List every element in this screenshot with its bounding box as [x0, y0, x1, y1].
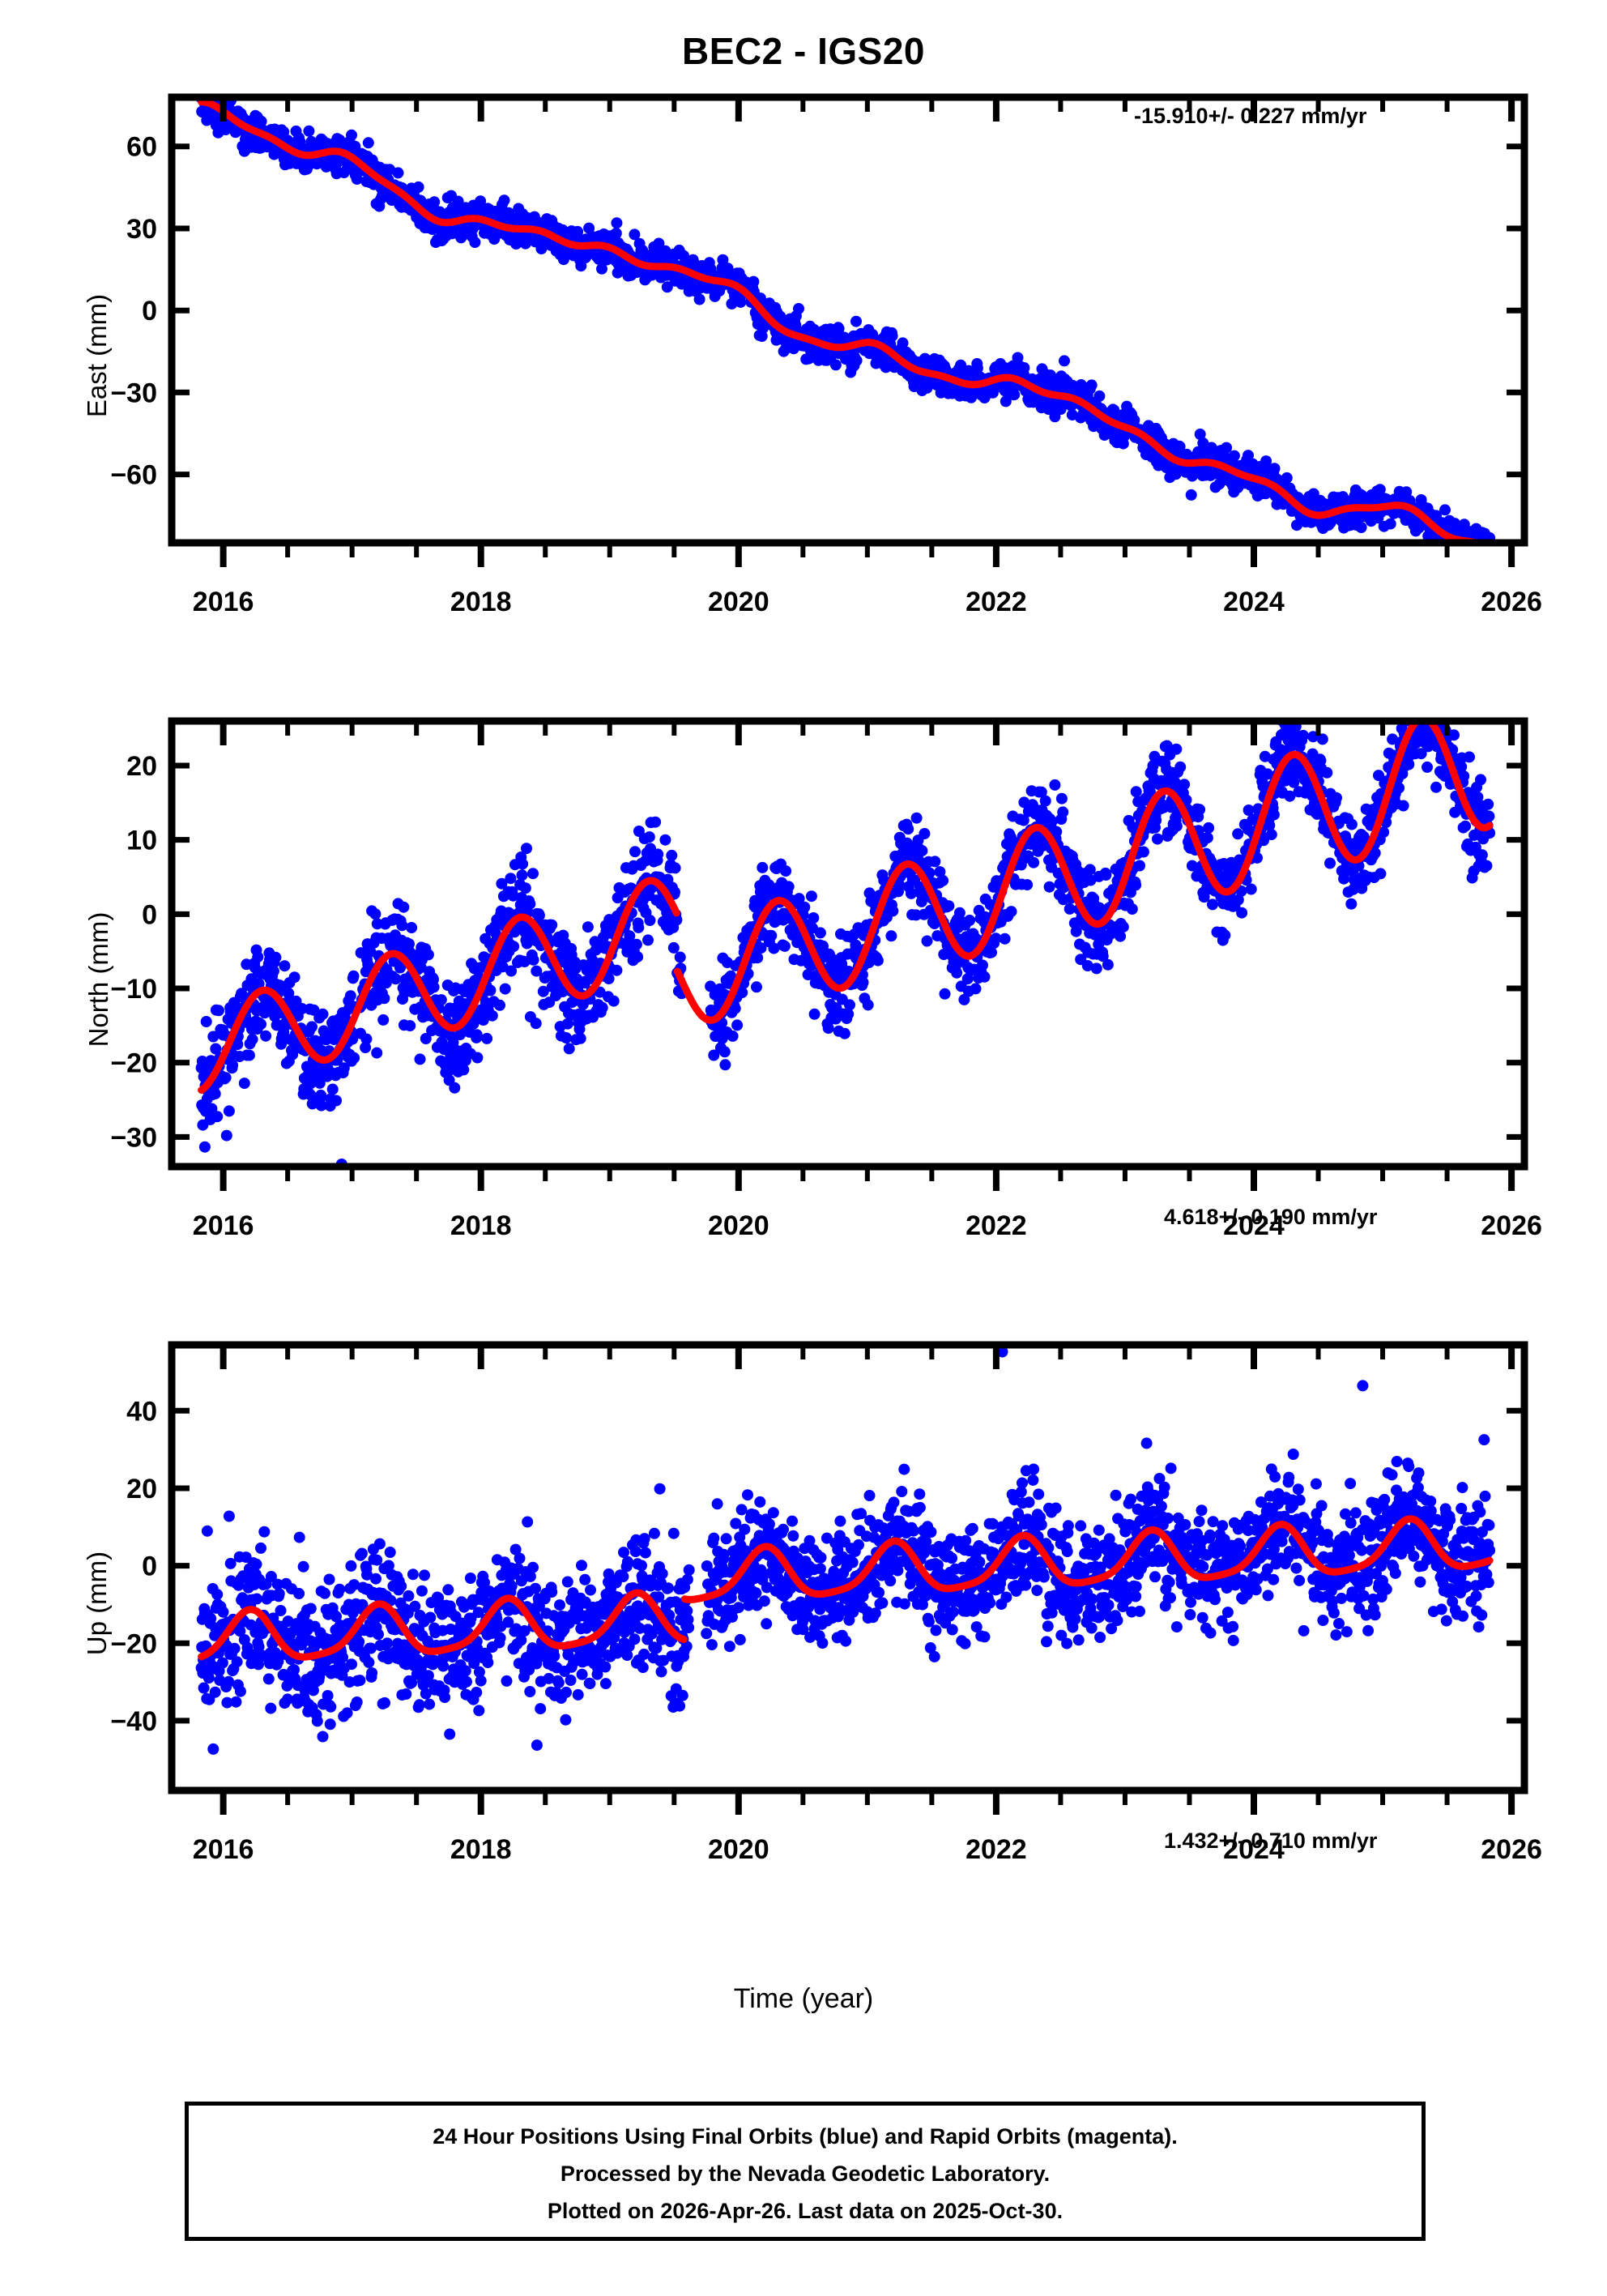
up-x-tick-label: 2024: [1223, 1834, 1285, 1865]
up-y-tick-label: −20: [110, 1628, 157, 1659]
x-axis-label: Time (year): [733, 1983, 874, 2014]
panel-east: 60 30 0 −30 −60 2016 2018 2020 2022 2024 2026: [110, 93, 1542, 617]
east-plot-svg: 60 30 0 −30 −60 2016 2018 2020 2022 2024 2026: [110, 93, 1542, 617]
north-y-tick-label: 20: [126, 751, 157, 782]
up-rate-label: 1.432+/- 0.710 mm/yr: [1164, 1829, 1378, 1853]
east-plot-frame: [168, 93, 1528, 547]
east-y-tick-label: 60: [126, 132, 157, 163]
north-plot-svg: 20 10 0 −10 −20 −30 2016 2018 2020 2022 2024 2026: [110, 717, 1542, 1241]
east-x-axis: 2016 2018 2020 2022 2024 2026: [193, 97, 1542, 617]
north-plot-frame: [168, 717, 1528, 1171]
up-data-layer: [195, 1346, 1496, 1755]
north-data-points: [195, 721, 1496, 1167]
north-x-axis: 2016 2018 2020 2022 2024 2026: [193, 721, 1542, 1241]
east-data-layer: [195, 97, 1496, 543]
up-x-tick-label: 2022: [965, 1834, 1027, 1865]
up-y-tick-label: 0: [142, 1551, 157, 1582]
north-y-axis: 20 10 0 −10 −20 −30: [110, 751, 1524, 1153]
up-x-tick-label: 2020: [708, 1834, 769, 1865]
east-x-tick-label: 2018: [450, 587, 512, 617]
up-x-tick-label: 2026: [1481, 1834, 1542, 1865]
up-model-curve: [198, 1515, 1494, 1661]
east-axis-label: East (mm): [82, 293, 112, 418]
east-y-tick-label: −60: [110, 460, 157, 491]
up-y-tick-label: 20: [126, 1474, 157, 1504]
north-y-tick-label: 0: [142, 899, 157, 930]
footer-line-2: Processed by the Nevada Geodetic Laborat…: [560, 2162, 1051, 2186]
east-model-curve: [198, 98, 1487, 543]
east-y-tick-label: 30: [126, 214, 157, 245]
up-data-points: [195, 1346, 1496, 1755]
east-x-tick-label: 2024: [1223, 587, 1285, 617]
page-title: BEC2 - IGS20: [682, 30, 925, 72]
north-y-tick-label: 10: [126, 826, 157, 856]
panel-north: 20 10 0 −10 −20 −30 2016 2018 2020 2022 2024 2026: [110, 717, 1542, 1241]
north-axis-label: North (mm): [83, 911, 113, 1048]
east-x-tick-label: 2026: [1481, 587, 1542, 617]
north-data-layer: [195, 721, 1496, 1167]
north-y-tick-label: −10: [110, 974, 157, 1005]
east-x-tick-label: 2016: [193, 587, 254, 617]
north-y-tick-label: −20: [110, 1048, 157, 1079]
east-y-tick-label: −30: [110, 378, 157, 408]
panel-up: 40 20 0 −20 −40 2016 2018 2020 2022 2024 2026: [110, 1341, 1542, 1865]
east-rate-label: -15.910+/- 0.227 mm/yr: [1134, 104, 1367, 128]
up-axis-label: Up (mm): [82, 1551, 112, 1656]
up-y-tick-label: 40: [126, 1396, 157, 1427]
up-y-axis: 40 20 0 −20 −40: [110, 1396, 1524, 1737]
east-x-tick-label: 2022: [965, 587, 1027, 617]
north-x-tick-label: 2022: [965, 1210, 1027, 1241]
east-x-tick-label: 2020: [708, 587, 769, 617]
north-rate-label: 4.618+/- 0.190 mm/yr: [1164, 1205, 1378, 1229]
north-y-tick-label: −30: [110, 1122, 157, 1153]
east-y-axis: 60 30 0 −30 −60: [110, 132, 1524, 491]
east-y-tick-label: 0: [142, 296, 157, 326]
north-x-tick-label: 2018: [450, 1210, 512, 1241]
north-x-tick-label: 2020: [708, 1210, 769, 1241]
north-model-curve: [198, 721, 1494, 1095]
footer-caption-box: 24 Hour Positions Using Final Orbits (bl…: [185, 2102, 1426, 2241]
north-x-tick-label: 2016: [193, 1210, 254, 1241]
footer-line-3: Plotted on 2026-Apr-26. Last data on 202…: [547, 2199, 1064, 2223]
up-x-tick-label: 2016: [193, 1834, 254, 1865]
footer-line-1: 24 Hour Positions Using Final Orbits (bl…: [433, 2124, 1178, 2149]
east-data-points: [195, 97, 1496, 543]
up-x-axis: 2016 2018 2020 2022 2024 2026: [193, 1345, 1542, 1865]
up-plot-svg: 40 20 0 −20 −40 2016 2018 2020 2022 2024 2026: [110, 1341, 1542, 1865]
up-y-tick-label: −40: [110, 1706, 157, 1737]
up-x-tick-label: 2018: [450, 1834, 512, 1865]
north-x-tick-label: 2026: [1481, 1210, 1542, 1241]
north-x-tick-label: 2024: [1223, 1210, 1285, 1241]
